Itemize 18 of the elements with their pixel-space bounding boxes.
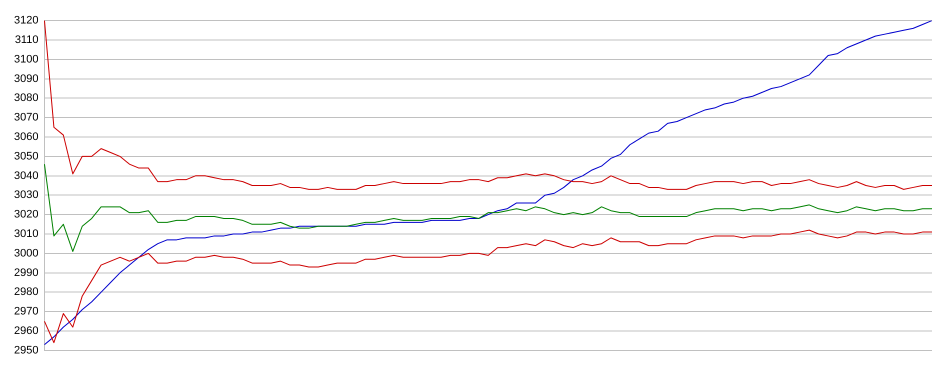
y-tick-label: 3100: [14, 53, 38, 66]
y-tick-label: 3000: [14, 247, 38, 260]
y-tick-label: 3040: [14, 170, 38, 182]
y-tick-label: 2960: [14, 325, 38, 338]
y-tick-label: 3080: [14, 92, 38, 104]
y-tick-label: 3030: [14, 189, 38, 202]
y-tick-label: 3050: [14, 150, 38, 162]
y-tick-label: 3120: [14, 14, 38, 27]
y-tick-label: 3110: [14, 34, 38, 46]
y-tick-label: 3060: [14, 131, 38, 144]
y-tick-label: 3090: [14, 72, 38, 85]
y-tick-label: 3010: [14, 228, 38, 240]
y-tick-label: 3020: [14, 208, 38, 221]
y-tick-label: 3070: [14, 112, 38, 124]
y-tick-label: 2950: [14, 344, 38, 356]
y-tick-label: 2990: [14, 266, 38, 279]
y-tick-label: 2970: [14, 306, 38, 318]
y-tick-label: 2980: [14, 286, 38, 298]
